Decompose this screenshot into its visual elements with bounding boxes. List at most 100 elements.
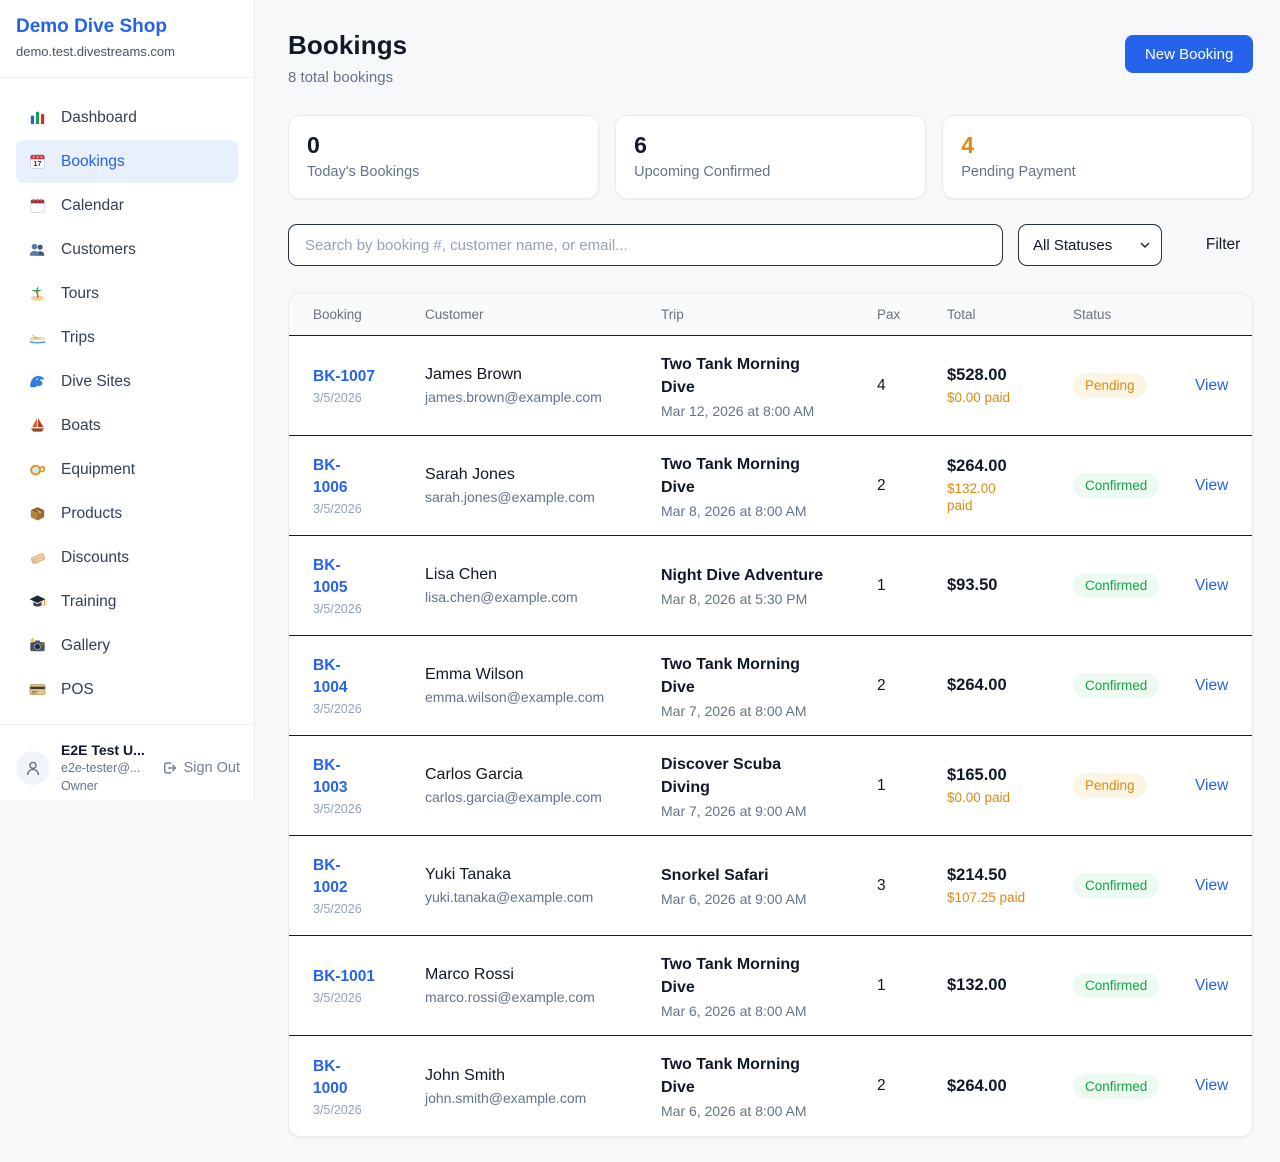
booking-id-link[interactable]: BK- 1002 xyxy=(313,857,348,896)
customer-email: emma.wilson@example.com xyxy=(425,689,605,705)
trip-cell: Night Dive Adventure Mar 8, 2026 at 5:30… xyxy=(661,564,877,607)
sidebar-item-calendar[interactable]: Calendar xyxy=(16,184,238,227)
sidebar-item-discounts[interactable]: Discounts xyxy=(16,536,238,579)
customer-cell: John Smith john.smith@example.com xyxy=(425,1067,661,1106)
stat-value: 4 xyxy=(961,132,975,158)
trip-datetime: Mar 6, 2026 at 8:00 AM xyxy=(661,1002,807,1019)
status-select[interactable]: All Statuses xyxy=(1018,224,1162,266)
pax-count: 2 xyxy=(877,1077,886,1094)
table-row: BK- 1004 3/5/2026 Emma Wilson emma.wilso… xyxy=(289,636,1253,736)
booking-id-link[interactable]: BK-1001 xyxy=(313,968,376,985)
status-cell: Pending xyxy=(1073,773,1195,798)
customer-name: James Brown xyxy=(425,366,522,383)
view-link[interactable]: View xyxy=(1195,476,1229,494)
user-role: Owner xyxy=(61,778,98,793)
customer-name: Carlos Garcia xyxy=(425,766,523,783)
pax-count: 2 xyxy=(877,476,886,494)
sidebar-item-boats[interactable]: Boats xyxy=(16,404,238,447)
booking-cell: BK- 1004 3/5/2026 xyxy=(313,655,425,716)
view-link[interactable]: View xyxy=(1195,976,1229,994)
sidebar-item-tours[interactable]: Tours xyxy=(16,272,238,315)
booking-cell: BK- 1003 3/5/2026 xyxy=(313,755,425,816)
paid-amount: $107.25 paid xyxy=(947,889,1026,905)
sidebar-item-label: Dashboard xyxy=(61,108,137,126)
sidebar-item-label: Tours xyxy=(61,284,99,302)
customer-cell: Marco Rossi marco.rossi@example.com xyxy=(425,966,661,1005)
sidebar-nav: Dashboard Bookings Calendar Customers To… xyxy=(0,78,254,711)
speedboat-icon xyxy=(28,328,47,347)
trip-name: Discover Scuba Diving xyxy=(661,755,782,796)
sailboat-icon xyxy=(28,416,47,435)
sidebar-item-equipment[interactable]: Equipment xyxy=(16,448,238,491)
stat-label: Pending Payment xyxy=(961,164,1076,180)
spiral-calendar-icon xyxy=(28,196,47,215)
table-header-row: Booking Customer Trip Pax Total Status xyxy=(289,294,1253,336)
trip-name: Snorkel Safari xyxy=(661,867,769,884)
sidebar: Demo Dive Shop demo.test.divestreams.com… xyxy=(0,0,255,800)
view-link[interactable]: View xyxy=(1195,776,1229,794)
brand-name[interactable]: Demo Dive Shop xyxy=(16,16,167,37)
view-link[interactable]: View xyxy=(1195,876,1229,894)
col-header-booking: Booking xyxy=(313,307,362,322)
sidebar-item-trips[interactable]: Trips xyxy=(16,316,238,359)
action-cell: View xyxy=(1195,1077,1228,1095)
total-cell: $132.00 xyxy=(947,976,1073,995)
status-cell: Confirmed xyxy=(1073,673,1195,698)
sign-out-button[interactable]: Sign Out xyxy=(160,759,240,777)
sidebar-item-bookings[interactable]: Bookings xyxy=(16,140,238,183)
booking-date: 3/5/2026 xyxy=(313,991,362,1005)
customer-email: john.smith@example.com xyxy=(425,1089,587,1106)
status-cell: Confirmed xyxy=(1073,573,1195,598)
booking-id-link[interactable]: BK- 1005 xyxy=(313,557,348,596)
customer-name: Sarah Jones xyxy=(425,466,515,483)
filter-button[interactable]: Filter xyxy=(1205,236,1241,253)
booking-id-link[interactable]: BK- 1004 xyxy=(313,657,348,696)
trip-cell: Two Tank Morning Dive Mar 8, 2026 at 8:0… xyxy=(661,453,877,519)
trip-name: Night Dive Adventure xyxy=(661,567,824,584)
table-row: BK-1007 3/5/2026 James Brown james.brown… xyxy=(289,336,1253,436)
stat-card-todays-bookings: 0 Today's Bookings xyxy=(288,115,600,199)
customer-email: sarah.jones@example.com xyxy=(425,489,595,505)
view-link[interactable]: View xyxy=(1195,376,1229,394)
booking-cell: BK- 1005 3/5/2026 xyxy=(313,555,425,616)
view-link[interactable]: View xyxy=(1195,1077,1229,1094)
sidebar-item-label: Dive Sites xyxy=(61,372,131,390)
total-amount: $165.00 xyxy=(947,765,1007,784)
col-header-trip: Trip xyxy=(661,307,684,322)
sidebar-item-dive-sites[interactable]: Dive Sites xyxy=(16,360,238,403)
page-title: Bookings xyxy=(288,30,408,60)
customer-cell: Yuki Tanaka yuki.tanaka@example.com xyxy=(425,866,661,905)
booking-id-link[interactable]: BK- 1006 xyxy=(313,457,348,496)
trip-datetime: Mar 7, 2026 at 8:00 AM xyxy=(661,702,807,719)
sidebar-item-dashboard[interactable]: Dashboard xyxy=(16,96,238,139)
view-link[interactable]: View xyxy=(1195,576,1229,594)
booking-cell: BK- 1000 3/5/2026 xyxy=(313,1056,425,1117)
action-cell: View xyxy=(1195,777,1228,795)
total-cell: $528.00 $0.00 paid xyxy=(947,366,1073,406)
booking-id-link[interactable]: BK-1007 xyxy=(313,368,376,385)
pax-count: 2 xyxy=(877,676,886,694)
sign-out-icon xyxy=(160,759,178,777)
sidebar-item-gallery[interactable]: Gallery xyxy=(16,624,238,667)
booking-date: 3/5/2026 xyxy=(313,1102,362,1117)
table-row: BK-1001 3/5/2026 Marco Rossi marco.rossi… xyxy=(289,936,1253,1036)
trip-name: Two Tank Morning Dive xyxy=(661,955,800,996)
status-cell: Confirmed xyxy=(1073,873,1195,898)
search-input[interactable] xyxy=(288,224,1003,266)
stat-label: Today's Bookings xyxy=(307,164,420,180)
trip-cell: Two Tank Morning Dive Mar 7, 2026 at 8:0… xyxy=(661,653,877,719)
graduation-cap-icon xyxy=(28,592,47,611)
sidebar-item-training[interactable]: Training xyxy=(16,580,238,623)
trip-name: Two Tank Morning Dive xyxy=(661,655,800,696)
sidebar-item-pos[interactable]: POS xyxy=(16,668,238,711)
sidebar-item-customers[interactable]: Customers xyxy=(16,228,238,271)
booking-id-link[interactable]: BK- 1000 xyxy=(313,1057,348,1097)
customer-cell: James Brown james.brown@example.com xyxy=(425,366,661,405)
sidebar-item-products[interactable]: Products xyxy=(16,492,238,535)
view-link[interactable]: View xyxy=(1195,676,1229,694)
credit-card-icon xyxy=(28,680,47,699)
new-booking-button[interactable]: New Booking xyxy=(1124,35,1254,73)
booking-id-link[interactable]: BK- 1003 xyxy=(313,757,348,796)
stats-row: 0 Today's Bookings 6 Upcoming Confirmed … xyxy=(288,115,1254,199)
